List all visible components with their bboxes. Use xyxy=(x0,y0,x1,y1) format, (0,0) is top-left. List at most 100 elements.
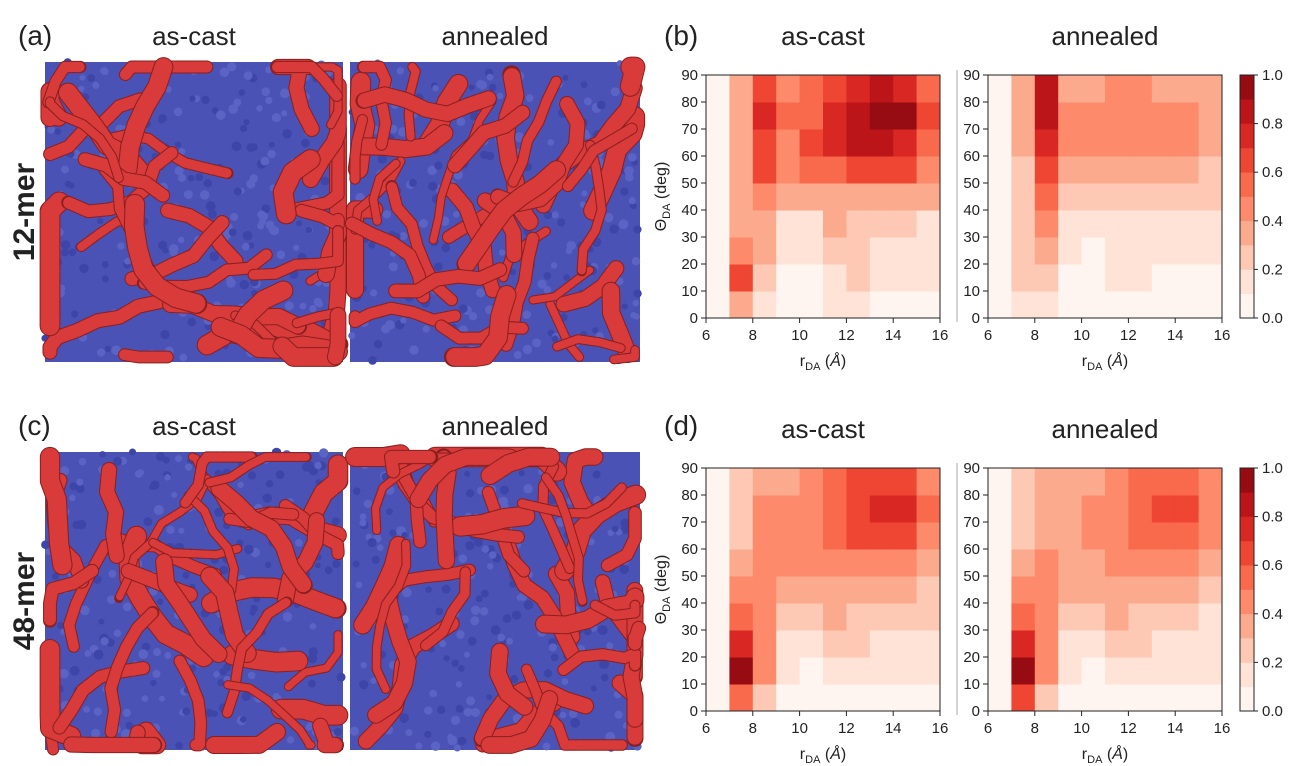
contour-cell xyxy=(846,156,871,184)
contour-cell xyxy=(776,210,801,238)
blue-bead xyxy=(265,96,273,105)
blue-bead xyxy=(189,95,196,102)
blue-bead xyxy=(427,165,437,176)
contour-cell xyxy=(799,495,824,523)
red-strand xyxy=(590,600,640,620)
image-title: annealed xyxy=(442,21,549,51)
blue-bead xyxy=(69,482,78,491)
contour-cell xyxy=(893,75,918,103)
contour-cell xyxy=(1128,264,1153,292)
blue-bead xyxy=(359,519,367,527)
y-label-subscript: DA xyxy=(661,596,673,612)
x-tick-label: 12 xyxy=(1120,720,1137,737)
blue-bead xyxy=(441,584,451,594)
contour-cell xyxy=(1198,630,1223,658)
blue-bead xyxy=(227,62,237,72)
blue-bead xyxy=(99,451,106,458)
contour-cell xyxy=(706,603,730,631)
contour-cell xyxy=(799,468,824,496)
contour-cell xyxy=(1105,291,1129,319)
blue-bead xyxy=(596,100,606,110)
blue-bead xyxy=(83,706,90,713)
contour-cell xyxy=(1034,684,1059,712)
contour-cell xyxy=(1058,630,1083,658)
red-strand xyxy=(295,204,344,231)
contour-cell xyxy=(823,102,847,130)
contour-cell xyxy=(1058,102,1083,130)
contour-cell xyxy=(776,657,801,685)
blue-bead xyxy=(590,685,597,692)
colorbar-segment xyxy=(1240,662,1254,687)
red-strand xyxy=(508,76,561,187)
contour-cell xyxy=(869,291,894,319)
red-strand xyxy=(602,282,637,362)
blue-bead xyxy=(238,89,246,96)
blue-bead xyxy=(182,571,190,579)
contour-cell xyxy=(1081,102,1106,130)
contour-cell xyxy=(752,495,777,523)
contour-cell xyxy=(1105,264,1129,292)
blue-bead xyxy=(435,607,444,616)
blue-bead xyxy=(79,263,89,274)
contour-cell xyxy=(1151,657,1176,685)
contour-cell xyxy=(1081,129,1106,157)
red-strand xyxy=(601,506,641,572)
colorbar-segment xyxy=(1240,123,1254,149)
contour-cell xyxy=(1011,75,1036,103)
blue-bead xyxy=(633,289,642,298)
blue-bead xyxy=(621,303,628,310)
contour-cell xyxy=(1175,210,1200,238)
contour-cell xyxy=(729,102,754,130)
contour-cell xyxy=(1081,183,1106,211)
image-title: as-cast xyxy=(152,411,237,441)
contour-cell xyxy=(706,291,730,319)
contour-cell xyxy=(869,657,894,685)
blue-bead xyxy=(324,566,333,575)
contour-cell xyxy=(776,129,801,157)
blue-bead xyxy=(71,310,79,318)
red-strand xyxy=(222,597,292,718)
contour-cell xyxy=(1034,291,1059,319)
contour-cell xyxy=(776,291,801,319)
y-tick-label: 40 xyxy=(681,595,698,612)
blue-bead xyxy=(97,217,104,225)
contour-cell xyxy=(1058,684,1083,712)
blue-bead xyxy=(428,181,438,191)
red-strand xyxy=(43,61,86,108)
contour-cell xyxy=(1128,129,1153,157)
blue-bead xyxy=(433,262,443,272)
contour-cell xyxy=(752,75,777,103)
blue-bead xyxy=(633,313,640,320)
blue-bead xyxy=(249,174,258,183)
blue-bead xyxy=(123,709,131,717)
colorbar-tick-label: 0.8 xyxy=(1262,509,1283,526)
blue-bead xyxy=(468,84,475,91)
contour-cell xyxy=(916,603,941,631)
blue-bead xyxy=(78,457,87,466)
contour-cell xyxy=(1128,156,1153,184)
contour-cell xyxy=(729,684,754,712)
y-tick-label: 60 xyxy=(963,541,980,558)
blue-bead xyxy=(467,636,477,646)
contour-cell xyxy=(752,522,777,550)
blue-bead xyxy=(352,487,361,496)
blue-bead xyxy=(580,81,588,88)
contour-cell xyxy=(988,156,1012,184)
x-label-subscript: DA xyxy=(805,361,821,373)
contour-cell xyxy=(1128,291,1153,319)
blue-bead xyxy=(228,228,237,237)
red-strand xyxy=(457,161,566,273)
red-strand xyxy=(304,455,348,523)
contour-cell xyxy=(1198,237,1223,265)
blue-bead xyxy=(466,489,475,498)
blue-bead xyxy=(486,563,494,570)
contour-cell xyxy=(846,576,871,604)
contour-cell xyxy=(1198,549,1223,577)
red-strand xyxy=(481,691,558,753)
blue-bead xyxy=(187,174,195,182)
blue-bead xyxy=(164,651,172,659)
red-strand xyxy=(180,452,257,508)
contour-cell xyxy=(1034,102,1059,130)
contour-cell xyxy=(846,522,871,550)
blue-bead xyxy=(399,713,409,723)
